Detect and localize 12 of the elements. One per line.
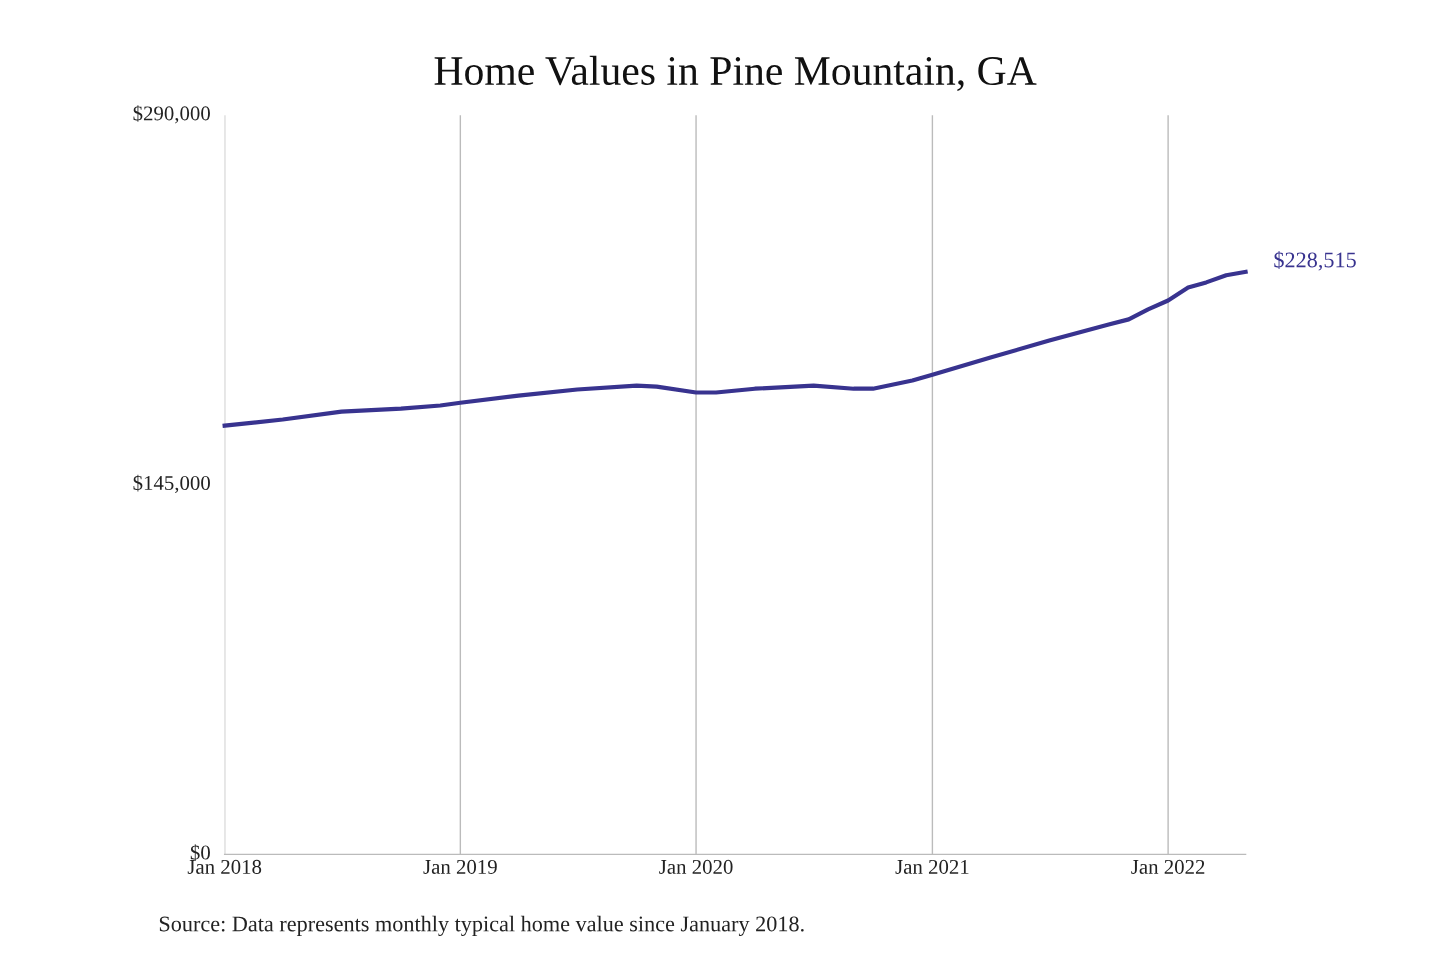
y-tick-label: $145,000 [133,474,210,494]
x-tick-label: Jan 2020 [659,859,733,874]
y-tick-label: $0 [190,844,210,861]
chart-title: Home Values in Pine Mountain, GA [434,55,1037,92]
x-tick-label: Jan 2021 [895,859,969,874]
annotation: $228,515 [1274,251,1356,271]
line-series [222,269,1248,428]
y-tick-label: $290,000 [133,105,210,124]
x-tick-label: Jan 2019 [423,859,497,874]
x-tick-label: Jan 2018 [187,859,262,874]
x-tick-label: Jan 2022 [1131,859,1205,874]
source-note: Source: Data represents monthly typical home value since January 2018. [159,915,804,936]
